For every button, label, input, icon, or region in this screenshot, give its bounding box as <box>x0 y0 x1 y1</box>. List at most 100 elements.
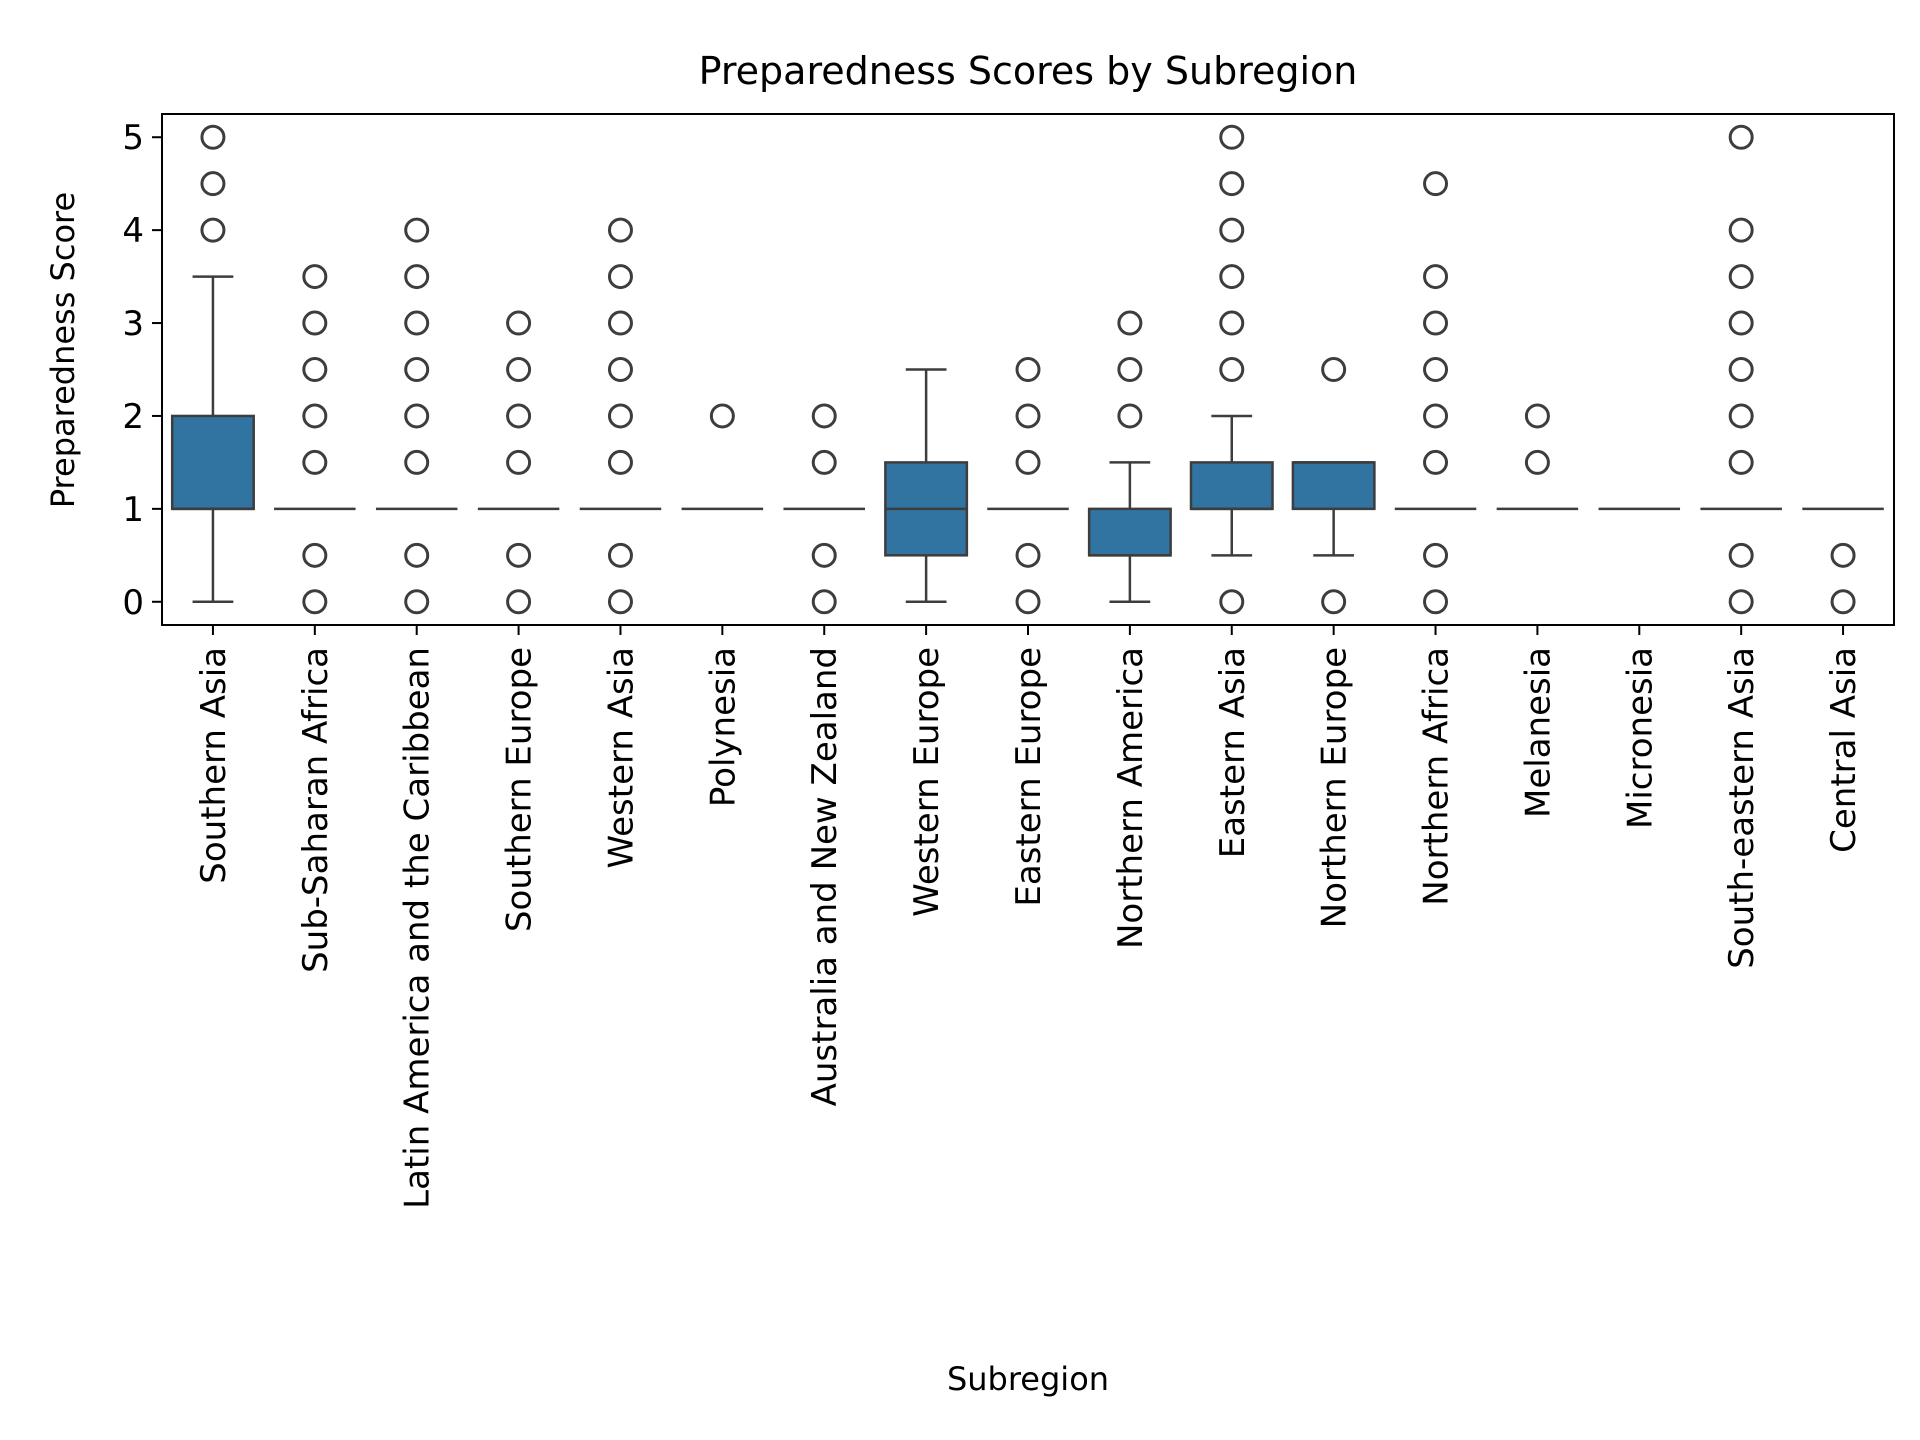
x-axis: Southern Asia Sub-Saharan Africa Latin Ame… <box>194 625 1864 1209</box>
outlier-point <box>607 217 633 243</box>
outlier-point <box>1728 124 1754 150</box>
outlier-point <box>506 449 532 475</box>
outlier-point <box>1830 542 1856 568</box>
outlier-point <box>1219 589 1245 615</box>
outlier-point <box>302 310 328 336</box>
y-tick-label: 3 <box>122 304 144 344</box>
x-tick-label: Melanesia <box>1518 647 1558 818</box>
outlier-point <box>607 542 633 568</box>
outlier-point <box>404 264 430 290</box>
y-tick-label: 4 <box>122 211 144 251</box>
outlier-point <box>709 403 735 429</box>
box-group <box>987 357 1069 615</box>
box-group <box>1394 171 1477 615</box>
x-tick-label: South-eastern Asia <box>1722 647 1762 969</box>
outlier-point <box>200 124 226 150</box>
outlier-point <box>404 403 430 429</box>
box-group <box>1291 357 1376 615</box>
outlier-point <box>404 449 430 475</box>
outlier-point <box>1219 264 1245 290</box>
outlier-point <box>1117 310 1143 336</box>
outlier-point <box>607 403 633 429</box>
outlier-point <box>1015 589 1041 615</box>
x-tick-label: Northern America <box>1111 647 1151 949</box>
outlier-point <box>506 310 532 336</box>
outlier-point <box>1423 542 1449 568</box>
y-axis-label: Preparedness Score <box>44 192 82 508</box>
plot-area <box>170 124 1884 615</box>
outlier-point <box>200 217 226 243</box>
x-tick-label: Latin America and the Caribbean <box>398 647 438 1209</box>
outlier-point <box>1728 310 1754 336</box>
outlier-point <box>607 357 633 382</box>
outlier-point <box>1728 403 1754 429</box>
outlier-point <box>1117 357 1143 382</box>
outlier-point <box>404 357 430 382</box>
x-tick-label: Southern Asia <box>194 647 234 884</box>
x-tick-label: Australia and New Zealand <box>805 647 845 1106</box>
outlier-point <box>1524 449 1550 475</box>
outlier-point <box>404 310 430 336</box>
box-group <box>579 217 662 615</box>
outlier-point <box>811 589 837 615</box>
box-group <box>783 403 865 615</box>
x-tick-label: Northern Europe <box>1315 647 1355 928</box>
outlier-point <box>404 217 430 243</box>
x-tick-label: Western Asia <box>601 647 641 869</box>
outlier-point <box>1830 589 1856 615</box>
outlier-point <box>811 542 837 568</box>
outlier-point <box>1728 357 1754 382</box>
outlier-point <box>1728 589 1754 615</box>
outlier-point <box>1219 217 1245 243</box>
box-group <box>1496 403 1579 511</box>
outlier-point <box>607 310 633 336</box>
box-iqr <box>1087 507 1172 557</box>
outlier-point <box>302 357 328 382</box>
outlier-point <box>404 542 430 568</box>
outlier-point <box>607 589 633 615</box>
outlier-point <box>302 449 328 475</box>
x-tick-label: Eastern Asia <box>1213 647 1253 858</box>
x-tick-label: Sub-Saharan Africa <box>296 647 336 973</box>
outlier-point <box>1728 449 1754 475</box>
box-group <box>1802 507 1884 615</box>
box-iqr <box>1291 461 1376 511</box>
box-group <box>1189 124 1274 615</box>
outlier-point <box>1423 171 1449 197</box>
box-group <box>1700 124 1782 615</box>
outlier-point <box>1015 403 1041 429</box>
x-tick-label: Southern Europe <box>500 647 540 932</box>
outlier-point <box>1015 542 1041 568</box>
x-tick-label: Western Europe <box>907 647 947 917</box>
y-tick-label: 0 <box>122 583 144 623</box>
outlier-point <box>404 589 430 615</box>
y-axis: 0 1 2 3 4 5 <box>122 118 162 623</box>
outlier-point <box>1321 357 1347 382</box>
box-group <box>170 124 255 604</box>
outlier-point <box>1219 357 1245 382</box>
outlier-point <box>607 264 633 290</box>
outlier-point <box>1423 449 1449 475</box>
outlier-point <box>1015 357 1041 382</box>
x-tick-label: Polynesia <box>703 647 743 807</box>
outlier-point <box>506 357 532 382</box>
x-axis-label: Subregion <box>947 1360 1109 1398</box>
outlier-point <box>302 403 328 429</box>
x-tick-label: Eastern Europe <box>1009 647 1049 907</box>
outlier-point <box>811 449 837 475</box>
outlier-point <box>506 589 532 615</box>
outlier-point <box>302 542 328 568</box>
y-tick-label: 2 <box>122 397 144 437</box>
outlier-point <box>1728 217 1754 243</box>
y-tick-label: 5 <box>122 118 144 158</box>
box-group <box>477 310 560 615</box>
box-group <box>884 368 969 604</box>
outlier-point <box>506 542 532 568</box>
box-iqr <box>170 414 255 511</box>
outlier-point <box>1728 542 1754 568</box>
plot-frame <box>161 113 1895 626</box>
outlier-point <box>506 403 532 429</box>
box-group <box>375 217 458 615</box>
box-iqr <box>1189 461 1274 511</box>
